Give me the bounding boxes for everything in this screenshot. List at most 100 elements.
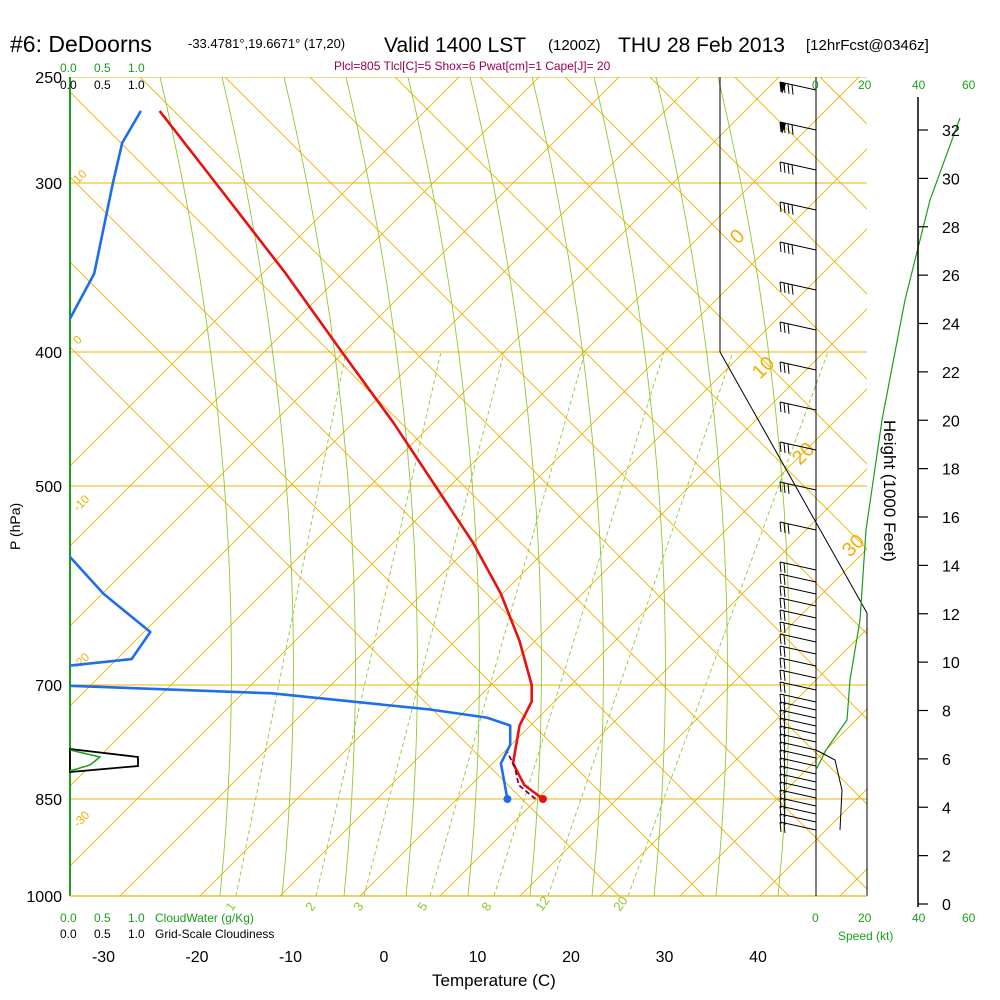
pressure-tick-850: 850: [35, 792, 62, 809]
cloud-scale-top-0: 0.0: [60, 61, 77, 75]
isotherm-label-4: -30: [70, 808, 92, 830]
isotherm-line: [359, 388, 867, 896]
wind-speed-shade: [815, 749, 843, 831]
pressure-tick-1000: 1000: [26, 889, 62, 906]
temperature-tick--10: -10: [279, 949, 302, 966]
temperature-tick--30: -30: [92, 949, 115, 966]
height-tick-30: 30: [942, 171, 960, 188]
dry-adiabat-line: [905, 77, 1000, 896]
wind-barb: [779, 621, 817, 633]
temperature-tick-10: 10: [469, 949, 487, 966]
cloud-scale-top-2: 1.0: [128, 61, 145, 75]
cloudiness-label: Grid-Scale Cloudiness: [155, 927, 274, 941]
isotherm-label-2: -10: [70, 492, 92, 514]
wind-barb: [779, 585, 817, 597]
wind-barb: [779, 597, 817, 609]
cloud-indicator: [69, 747, 139, 773]
height-tick-8: 8: [942, 704, 951, 721]
height-tick-6: 6: [942, 752, 951, 769]
height-axis: Height (1000 Feet) 024681012141618202224…: [880, 97, 960, 914]
height-tick-22: 22: [942, 365, 960, 382]
pressure-tick-700: 700: [35, 678, 62, 695]
cloudiness-scale-2: 1.0: [128, 927, 145, 941]
mixing-ratio-label-2: 3: [350, 899, 366, 914]
moist-adiabat-line: [407, 77, 480, 896]
speed-tick-bottom-0: 0: [812, 911, 819, 925]
speed-tick-top-3: 60: [962, 78, 976, 92]
wind-barb: [779, 81, 817, 95]
isotherm-label-3: -20: [70, 650, 92, 672]
cloud-scale-top-black: 0.0 0.5 1.0: [60, 78, 145, 92]
height-tick-16: 16: [942, 510, 960, 527]
temperature-tick-40: 40: [749, 949, 767, 966]
dry-adiabat-line: [70, 346, 620, 896]
height-tick-18: 18: [942, 462, 960, 479]
isotherm-line: [439, 468, 867, 896]
isotherm-line: [70, 77, 540, 547]
cloud-scale-top-b1: 0.5: [94, 78, 111, 92]
temperature-tick-20: 20: [562, 949, 580, 966]
pressure-tick-400: 400: [35, 345, 62, 362]
cloudwater-scale-0: 0.0: [60, 911, 77, 925]
valid-time: Valid 1400 LST: [384, 34, 526, 57]
zulu-time: (1200Z): [548, 37, 601, 54]
cloudwater-legend: 0.0 0.5 1.0 CloudWater (g/Kg): [60, 911, 254, 925]
isotherm-line: [199, 228, 867, 896]
wind-barb: [779, 281, 817, 295]
isotherm-label-7: 20: [788, 438, 819, 469]
moist-adiabat-line: [221, 77, 294, 896]
cloudiness-scale-0: 0.0: [60, 927, 77, 941]
height-tick-14: 14: [942, 558, 960, 575]
isotherm-line: [70, 77, 860, 867]
wind-barb: [779, 573, 817, 585]
forecast-run: [12hrFcst@0346z]: [806, 37, 929, 54]
cloudwater-scale-2: 1.0: [128, 911, 145, 925]
wind-barb: [779, 681, 817, 693]
speed-tick-bottom-1: 20: [858, 911, 872, 925]
temperature-tick-0: 0: [380, 949, 389, 966]
cloudiness-scale-1: 0.5: [94, 927, 111, 941]
height-tick-12: 12: [942, 607, 960, 624]
isotherm-line: [70, 77, 700, 707]
isotherm-line: [119, 148, 867, 896]
dry-adiabat-line: [479, 77, 867, 465]
wind-barb: [779, 609, 817, 621]
cloudwater-scale-1: 0.5: [94, 911, 111, 925]
isotherm-line: [920, 77, 1000, 896]
moist-adiabat-line: [531, 77, 604, 896]
dry-adiabat-line: [224, 77, 867, 720]
mixing-ratio-line: [315, 351, 442, 896]
dry-adiabat-line: [309, 77, 867, 635]
temperature-tick-30: 30: [656, 949, 674, 966]
station-name: #6: DeDoorns: [10, 31, 152, 57]
wind-barb: [779, 821, 817, 833]
dry-adiabat-line: [394, 77, 867, 550]
stability-indices: Plcl=805 Tlcl[C]=5 Shox=6 Pwat[cm]=1 Cap…: [334, 59, 611, 73]
mixing-ratio-label-1: 2: [302, 899, 318, 914]
mixing-ratio-label-6: 20: [610, 893, 631, 913]
dry-adiabat-line: [564, 77, 867, 380]
speed-scale-top: 0 20 40 60: [812, 78, 976, 92]
pressure-tick-250: 250: [35, 70, 62, 87]
wind-barb: [779, 161, 817, 175]
moist-adiabat-line: [283, 77, 356, 896]
moist-adiabat-line: [593, 77, 666, 896]
isotherm-line: [279, 308, 867, 896]
isotherm-label-1: 0: [70, 332, 85, 347]
mixing-ratio-line: [493, 351, 665, 896]
isotherm-line: [519, 548, 867, 896]
height-tick-4: 4: [942, 800, 951, 817]
dry-adiabat-line: [70, 261, 705, 896]
mixing-ratio-line: [235, 351, 347, 896]
height-tick-28: 28: [942, 220, 960, 237]
temperature-profile: [158, 110, 544, 801]
dry-adiabat-line: [139, 77, 867, 805]
pressure-axis-title: P (hPa): [7, 503, 23, 550]
height-tick-10: 10: [942, 655, 960, 672]
wind-barbs: [779, 81, 817, 833]
speed-tick-top-1: 20: [858, 78, 872, 92]
wind-barb: [779, 633, 817, 645]
pressure-axis: P (hPa) 250 300 400 500 700 850 1000: [7, 70, 62, 906]
wind-barb: [779, 645, 817, 657]
moist-adiabat-line: [717, 77, 790, 896]
